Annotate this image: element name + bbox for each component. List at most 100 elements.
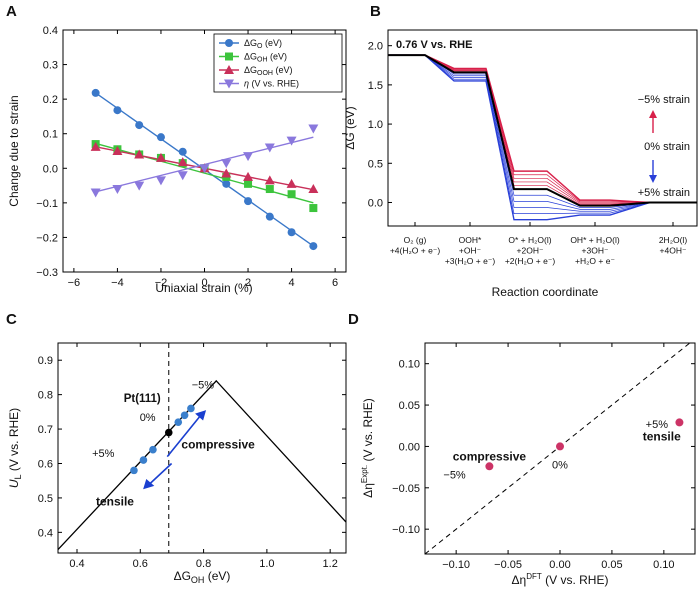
y-tick-label: −0.10 bbox=[392, 524, 420, 536]
y-tick-label: 0.4 bbox=[38, 527, 53, 539]
y-tick-label: 1.0 bbox=[368, 119, 383, 131]
minus5-label: −5% bbox=[443, 470, 466, 482]
legend-sub: OOH bbox=[257, 70, 273, 77]
plus5-label: +5% bbox=[92, 448, 115, 460]
panel-b-title: 0.76 V vs. RHE bbox=[396, 39, 472, 51]
y-tick-label: 0.10 bbox=[399, 359, 420, 371]
legend-label-2: ΔGOOH (eV) bbox=[244, 65, 292, 77]
data-point-3-2 bbox=[134, 181, 145, 191]
x-tick-label: 1.0 bbox=[259, 558, 274, 570]
state-label-3-2: +H₂O + e⁻ bbox=[575, 256, 615, 266]
tensile-strain-line-5 bbox=[388, 54, 697, 221]
state-label-1-2: +3(H₂O + e⁻) bbox=[445, 256, 495, 266]
y-tick-label: 0.3 bbox=[43, 60, 58, 72]
data-point-0-6 bbox=[222, 179, 231, 188]
data-point-1-8 bbox=[265, 185, 274, 194]
legend-marker-1 bbox=[225, 52, 233, 61]
x-tick-label: 0.00 bbox=[549, 559, 570, 571]
minus5-label: −5% bbox=[192, 379, 215, 391]
strain-point-4 bbox=[174, 418, 183, 426]
x-tick-label: −4 bbox=[111, 277, 124, 289]
legend-tail: (eV) bbox=[268, 52, 288, 62]
y-tick-label: 0.05 bbox=[399, 400, 420, 412]
y-tick-label: 0.4 bbox=[43, 25, 58, 37]
panel-letter-b: B bbox=[370, 3, 381, 20]
data-point-2-0 bbox=[90, 141, 101, 151]
panel-letter-d: D bbox=[348, 311, 359, 328]
legend-label-0: ΔGO (eV) bbox=[244, 38, 282, 50]
data-point-3-7 bbox=[243, 152, 254, 162]
legend-marker-3 bbox=[224, 79, 234, 89]
data-point-2-1 bbox=[112, 146, 123, 155]
tensile-label: tensile bbox=[96, 494, 134, 508]
x-tick-label: 0.10 bbox=[653, 559, 674, 571]
state-label-4-1: +4OH⁻ bbox=[660, 246, 687, 256]
strain-point-5 bbox=[180, 411, 189, 420]
legend-sub: OH bbox=[257, 57, 268, 64]
y-tick-label: 1.5 bbox=[368, 80, 383, 92]
panel-a-legend: ΔGO (eV)ΔGOH (eV)ΔGOOH (eV)η (V vs. RHE) bbox=[213, 33, 343, 93]
panel-c-xlabel: ΔGOH (eV) bbox=[174, 569, 231, 585]
state-label-2-0: O* + H₂O(l) bbox=[508, 235, 551, 245]
y-tick-label: 0.8 bbox=[38, 390, 53, 402]
data-point-3-10 bbox=[308, 124, 319, 134]
data-point-0-10 bbox=[309, 242, 318, 251]
plus5-label: +5% bbox=[646, 419, 669, 431]
data-point-0-1 bbox=[113, 106, 122, 115]
tensile-arrow-shaft bbox=[148, 462, 173, 485]
y-tick-label: 0.7 bbox=[38, 424, 53, 436]
data-point-2-10 bbox=[308, 184, 319, 194]
x-tick-label: 2 bbox=[245, 277, 251, 289]
zero-percent-label: 0% bbox=[140, 412, 156, 424]
parity-dashed-line bbox=[424, 342, 691, 555]
strain-point-2 bbox=[149, 445, 157, 454]
y-tick-label: 0.0 bbox=[368, 197, 383, 209]
x-tick-label: −0.10 bbox=[442, 559, 470, 571]
state-label-1-1: +OH⁻ bbox=[459, 246, 481, 256]
compressive-label: compressive bbox=[181, 438, 255, 452]
data-point-3-4 bbox=[177, 171, 188, 181]
state-label-3-1: +3OH⁻ bbox=[582, 246, 609, 256]
panel-c-volcano-plot: 0.4 0.6 0.8 1.0 1.2 0.4 0.5 0.6 0.7 0.8 0.9 Pt(111… bbox=[7, 342, 347, 585]
state-label-2-2: +2(H₂O + e⁻) bbox=[505, 256, 555, 266]
x-tick-label: 0.6 bbox=[133, 558, 148, 570]
annotation-reference-strain: 0% strain bbox=[644, 141, 690, 153]
data-point-0-7 bbox=[244, 197, 253, 206]
x-tick-label: 4 bbox=[289, 277, 295, 289]
data-point-3-8 bbox=[264, 143, 275, 153]
zero-percent-label: 0% bbox=[552, 460, 568, 472]
legend-marker-0 bbox=[225, 39, 233, 47]
tensile-strain-line-4 bbox=[388, 54, 697, 214]
legend-tail: (eV) bbox=[262, 38, 282, 48]
compressive-strain-line-2 bbox=[388, 54, 697, 204]
reference-strain-line bbox=[388, 54, 697, 207]
legend-marker-2 bbox=[224, 65, 234, 74]
legend-main: ΔG bbox=[244, 52, 257, 62]
data-point-0-4 bbox=[178, 147, 187, 156]
state-label-0-1: +4(H₂O + e⁻) bbox=[390, 246, 440, 256]
overpotential-point-2 bbox=[675, 418, 684, 427]
x-tick-label: 6 bbox=[332, 277, 338, 289]
panel-c-axes-frame bbox=[57, 342, 347, 554]
data-point-3-6 bbox=[221, 159, 232, 169]
data-point-1-10 bbox=[309, 204, 318, 213]
x-tick-label: −6 bbox=[68, 277, 81, 289]
data-point-1-9 bbox=[287, 190, 296, 199]
y-tick-label: 0.00 bbox=[399, 441, 420, 453]
data-point-3-3 bbox=[155, 176, 166, 186]
x-tick-label: −2 bbox=[155, 277, 168, 289]
y-tick-label: 0.6 bbox=[38, 458, 53, 470]
data-point-2-6 bbox=[221, 168, 232, 178]
strain-point-0 bbox=[130, 466, 138, 475]
compressive-label: compressive bbox=[453, 449, 527, 463]
overpotential-point-0 bbox=[485, 462, 494, 471]
up-arrow-head bbox=[649, 110, 657, 118]
down-arrow-head bbox=[649, 175, 657, 183]
legend-main: η bbox=[244, 79, 249, 89]
state-label-3-0: OH* + H₂O(l) bbox=[570, 235, 620, 245]
panel-letter-a: A bbox=[6, 3, 17, 20]
data-point-3-5 bbox=[199, 164, 210, 174]
tensile-arrow-head bbox=[143, 478, 155, 490]
data-point-0-8 bbox=[265, 212, 274, 221]
